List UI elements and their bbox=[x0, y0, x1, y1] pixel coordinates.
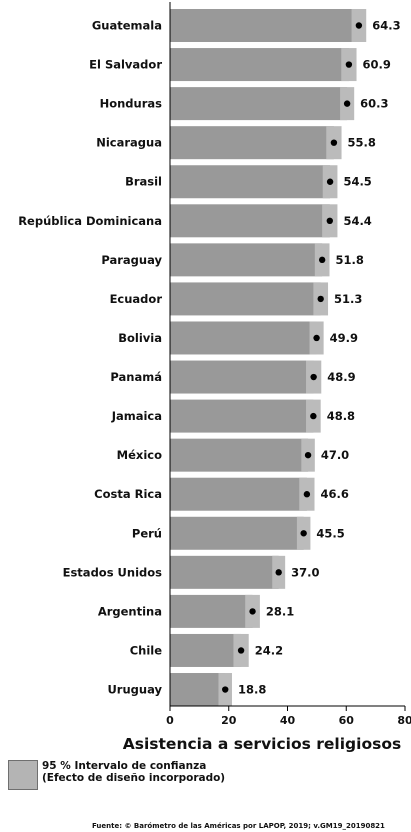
bar bbox=[170, 243, 323, 277]
bar bbox=[170, 321, 317, 355]
bar bbox=[170, 87, 348, 121]
point-estimate bbox=[326, 217, 333, 224]
category-label: Ecuador bbox=[110, 292, 163, 306]
category-label: Argentina bbox=[98, 604, 162, 618]
category-label: Panamá bbox=[110, 370, 162, 384]
point-estimate bbox=[300, 530, 307, 537]
legend: 95 % Intervalo de confianza (Efecto de d… bbox=[8, 760, 408, 800]
point-estimate bbox=[249, 608, 256, 615]
bar bbox=[170, 9, 359, 42]
point-estimate bbox=[313, 334, 320, 342]
point-estimate bbox=[330, 139, 338, 146]
point-estimate bbox=[237, 647, 245, 654]
bar bbox=[170, 282, 321, 316]
point-estimate bbox=[345, 61, 353, 68]
source-note: Fuente: © Barómetro de las Américas por … bbox=[92, 822, 385, 830]
bar bbox=[170, 438, 309, 472]
value-label: 46.6 bbox=[321, 487, 349, 501]
point-estimate bbox=[310, 373, 317, 381]
x-tick-label: 0 bbox=[166, 714, 174, 727]
bar bbox=[170, 165, 331, 199]
x-tick-label: 40 bbox=[280, 714, 296, 727]
legend-swatch-ci bbox=[8, 760, 38, 790]
bar bbox=[170, 360, 314, 394]
value-label: 47.0 bbox=[321, 448, 349, 462]
bar-chart: Guatemala 64.3 El Salvador 60.9 Honduras 60.3… bbox=[18, 2, 411, 753]
point-estimate bbox=[303, 491, 311, 498]
bar bbox=[170, 48, 349, 82]
value-label: 51.8 bbox=[336, 253, 364, 267]
x-tick-label: 60 bbox=[339, 714, 355, 727]
value-label: 55.8 bbox=[348, 136, 376, 150]
x-axis-title: Asistencia a servicios religiosos bbox=[123, 735, 401, 753]
category-label: Honduras bbox=[100, 97, 163, 111]
x-tick-label: 80 bbox=[397, 714, 411, 727]
point-estimate bbox=[317, 295, 324, 303]
value-label: 24.2 bbox=[255, 643, 283, 657]
value-label: 28.1 bbox=[266, 604, 294, 618]
point-estimate bbox=[304, 451, 312, 459]
category-label: Paraguay bbox=[101, 253, 162, 267]
x-tick-label: 20 bbox=[221, 714, 237, 727]
bar bbox=[170, 633, 242, 667]
value-label: 60.9 bbox=[363, 58, 391, 72]
bar bbox=[170, 673, 226, 707]
category-label: Bolivia bbox=[118, 331, 162, 345]
value-label: 49.9 bbox=[330, 331, 358, 345]
category-label: Chile bbox=[130, 643, 163, 657]
bar bbox=[170, 516, 304, 550]
point-estimate bbox=[326, 178, 334, 185]
value-label: 64.3 bbox=[372, 19, 400, 33]
value-label: 48.9 bbox=[327, 370, 355, 384]
bar bbox=[170, 555, 279, 589]
value-label: 37.0 bbox=[291, 565, 319, 579]
category-label: El Salvador bbox=[89, 58, 162, 72]
bar bbox=[170, 399, 314, 433]
bar bbox=[170, 477, 307, 511]
value-label: 45.5 bbox=[316, 526, 344, 540]
category-label: Estados Unidos bbox=[63, 565, 163, 579]
value-label: 54.5 bbox=[343, 175, 371, 189]
category-label: Uruguay bbox=[107, 683, 162, 697]
bar bbox=[170, 594, 253, 628]
value-label: 60.3 bbox=[360, 97, 388, 111]
bar bbox=[170, 126, 334, 160]
category-label: Perú bbox=[132, 526, 162, 540]
legend-label: 95 % Intervalo de confianza (Efecto de d… bbox=[42, 760, 226, 784]
point-estimate bbox=[310, 412, 317, 420]
value-label: 18.8 bbox=[238, 683, 266, 697]
point-estimate bbox=[355, 22, 363, 29]
category-label: Nicaragua bbox=[96, 136, 162, 150]
category-label: Jamaica bbox=[111, 409, 162, 423]
category-label: Costa Rica bbox=[94, 487, 162, 501]
point-estimate bbox=[343, 100, 351, 107]
value-label: 51.3 bbox=[334, 292, 362, 306]
category-label: Brasil bbox=[125, 175, 162, 189]
category-label: República Dominicana bbox=[18, 214, 162, 228]
category-label: México bbox=[117, 448, 162, 462]
category-label: Guatemala bbox=[92, 19, 162, 33]
point-estimate bbox=[222, 686, 229, 693]
value-label: 54.4 bbox=[343, 214, 371, 228]
bar bbox=[170, 204, 330, 238]
point-estimate bbox=[318, 256, 326, 264]
value-label: 48.8 bbox=[327, 409, 355, 423]
point-estimate bbox=[275, 569, 282, 576]
